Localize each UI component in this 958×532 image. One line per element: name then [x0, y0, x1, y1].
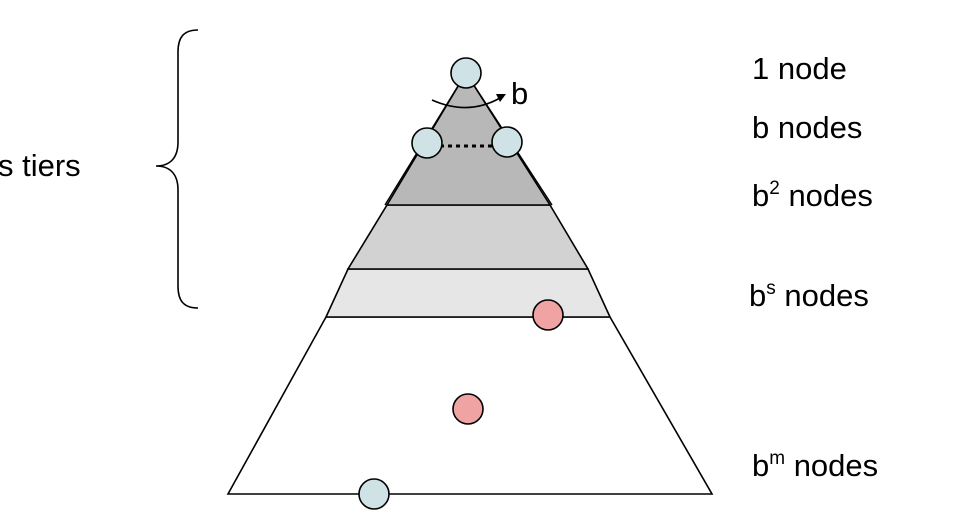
left-child-node — [411, 127, 443, 159]
level-label-b: b nodes — [752, 110, 862, 145]
tier-2-band — [346, 204, 590, 270]
level-label-bm: bm nodes — [752, 448, 878, 483]
s-tiers-brace — [155, 29, 199, 309]
leaf-node — [358, 478, 390, 510]
level-label-1: 1 node — [752, 51, 847, 86]
root-node — [450, 57, 482, 89]
branching-arrowhead-icon — [496, 94, 506, 102]
level-label-b2: b2 nodes — [752, 178, 873, 213]
deep-goal-node — [452, 393, 484, 425]
level-label-bs: bs nodes — [749, 278, 869, 313]
tier-s-goal-node — [532, 299, 564, 331]
tier-s-band — [324, 268, 612, 318]
s-tiers-label: s tiers — [0, 148, 81, 183]
branching-label: b — [511, 76, 528, 111]
right-child-node — [491, 126, 523, 158]
branching-arc — [431, 97, 501, 109]
